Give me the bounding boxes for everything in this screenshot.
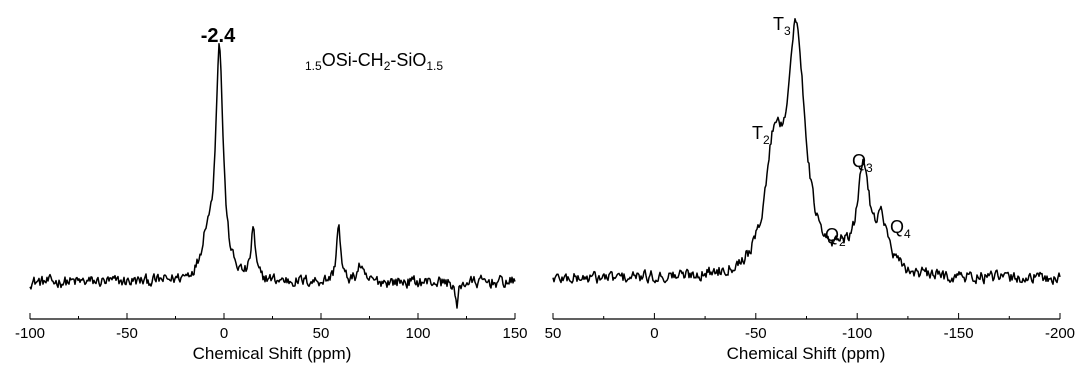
right-tick-label: -100 (842, 325, 872, 342)
label-Q3-main: Q (852, 151, 866, 171)
label-Q4: Q4 (890, 217, 911, 241)
left-x-ticks: -100 -50 0 50 100 150 (15, 313, 528, 342)
left-x-axis-title: Chemical Shift (ppm) (193, 344, 352, 363)
label-Q3: Q3 (852, 151, 873, 175)
right-tick-label: -50 (745, 325, 767, 342)
label-Q2-sub: 2 (839, 235, 846, 249)
right-spectrum-trace (552, 18, 1061, 285)
right-tick-label: -150 (944, 325, 974, 342)
label-T2-sub: 2 (763, 133, 770, 147)
right-tick-label: -200 (1045, 325, 1075, 342)
formula-part: -SiO (390, 50, 426, 70)
label-Q3-sub: 3 (866, 161, 873, 175)
label-T3-main: T (773, 14, 784, 34)
left-peak-label: -2.4 (201, 25, 236, 47)
left-spectrum-panel: -100 -50 0 50 100 150 Chemical Shift (ppm) -2… (15, 25, 528, 363)
right-x-ticks: 50 0 -50 -100 -150 -200 (545, 313, 1075, 342)
left-tick-label: 0 (220, 325, 228, 342)
label-T3: T3 (773, 14, 791, 38)
label-T3-sub: 3 (784, 24, 791, 38)
formula-part: 1.5 (305, 59, 322, 73)
right-x-axis-title: Chemical Shift (ppm) (727, 344, 886, 363)
label-T2: T2 (752, 123, 770, 147)
formula-part: 1.5 (426, 59, 443, 73)
label-Q2-main: Q (825, 225, 839, 245)
formula-part: OSi-CH (322, 50, 384, 70)
right-tick-label: 0 (650, 325, 658, 342)
left-tick-label: -50 (116, 325, 138, 342)
right-spectrum-panel: 50 0 -50 -100 -150 -200 Chemical Shift (ppm) … (545, 14, 1075, 363)
right-tick-label: 50 (545, 325, 562, 342)
label-Q2: Q2 (825, 225, 846, 249)
left-tick-label: 50 (313, 325, 330, 342)
formula-label: 1.5OSi-CH2-SiO1.5 (305, 50, 443, 73)
left-tick-label: -100 (15, 325, 45, 342)
label-T2-main: T (752, 123, 763, 143)
left-tick-label: 100 (405, 325, 430, 342)
label-Q4-main: Q (890, 217, 904, 237)
left-tick-label: 150 (502, 325, 527, 342)
formula-part: 2 (384, 59, 391, 73)
left-spectrum-trace (29, 43, 516, 309)
label-Q4-sub: 4 (904, 227, 911, 241)
